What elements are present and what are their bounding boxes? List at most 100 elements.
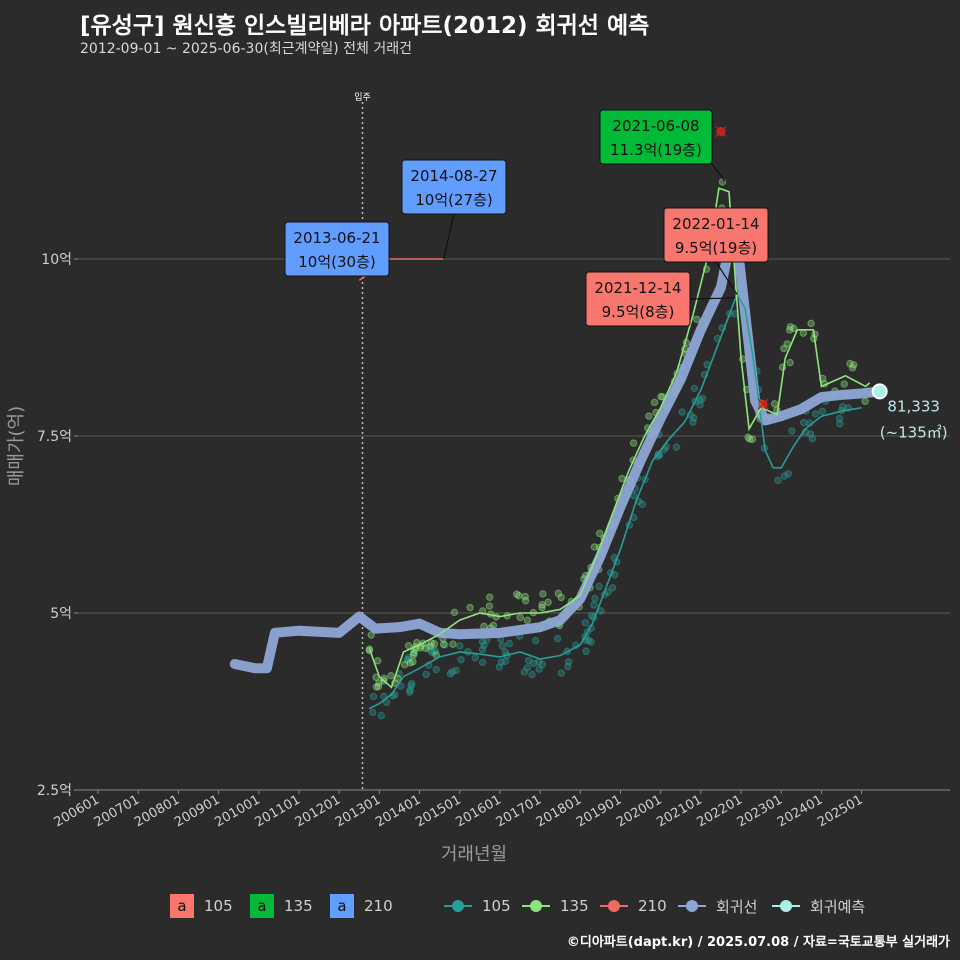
scatter-point-135	[538, 601, 546, 609]
forecast-point	[871, 383, 888, 400]
scatter-point-135	[521, 592, 529, 601]
highlight-mark	[715, 126, 727, 138]
annotation-box	[599, 109, 713, 165]
annotation-value: 10억(27층)	[415, 191, 492, 209]
scatter-point-135	[807, 319, 815, 328]
scatter-point-135	[693, 315, 701, 323]
legend-line-105: 105	[444, 893, 511, 919]
scatter-point-105	[432, 665, 440, 674]
scatter-point-105	[498, 642, 507, 650]
annotation-2013-06-21: 2013-06-21 10억(30층)	[284, 221, 390, 277]
scatter-point-105	[369, 708, 377, 717]
x-tick-label: 201101	[253, 792, 303, 830]
scatter-point-135	[783, 340, 791, 348]
scatter-point-135	[657, 392, 665, 401]
scatter-point-135	[539, 590, 547, 598]
scatter-point-105	[456, 642, 464, 650]
scatter-point-135	[840, 380, 848, 388]
scatter-point-105	[531, 636, 540, 645]
scatter-point-105	[784, 470, 792, 478]
scatter-point-105	[446, 669, 455, 678]
scatter-point-135	[544, 598, 552, 606]
scatter-point-135	[516, 613, 524, 622]
annotation-value: 9.5억(19층)	[675, 239, 757, 257]
scatter-point-105	[479, 658, 487, 667]
scatter-point-105	[835, 414, 844, 423]
x-axis-title: 거래년월	[441, 844, 507, 865]
annotation-leader	[711, 163, 726, 182]
scatter-point-135	[645, 412, 653, 420]
x-tick-label: 202401	[775, 792, 825, 830]
legend-box-135: a 135	[250, 893, 313, 919]
scatter-point-135	[374, 657, 382, 665]
scatter-point-135	[718, 178, 727, 186]
legend: a 105 a 135 a 210 105 135 210 회귀선 회귀예측	[0, 893, 960, 919]
scatter-point-105	[638, 500, 647, 509]
scatter-point-135	[629, 439, 638, 447]
scatter-point-135	[786, 326, 794, 334]
scatter-point-105	[553, 634, 562, 643]
legend-line-regression: 회귀선	[678, 893, 757, 919]
scatter-point-135	[799, 329, 808, 337]
scatter-point-135	[512, 590, 521, 598]
scatter-point-135	[387, 672, 395, 680]
scatter-point-135	[450, 608, 459, 617]
scatter-point-135	[485, 602, 494, 610]
scatter-point-105	[528, 670, 536, 679]
x-tick-label: 201401	[373, 792, 423, 830]
legend-line-135-key	[522, 894, 550, 918]
scatter-point-105	[672, 443, 681, 451]
annotation-leader	[715, 261, 738, 295]
scatter-point-105	[581, 619, 590, 627]
scatter-point-105	[678, 408, 686, 416]
annotation-date: 2021-06-08	[612, 117, 699, 135]
scatter-point-105	[523, 664, 532, 672]
annotation-date: 2021-12-14	[594, 279, 681, 297]
y-tick-label: 7.5억	[37, 429, 72, 445]
scatter-point-105	[836, 420, 844, 428]
scatter-point-135	[595, 529, 604, 538]
source-caption: ©디아파트(dapt.kr) / 2025.07.08 / 자료=국토교통부 실…	[566, 935, 950, 950]
scatter-point-135	[790, 324, 798, 333]
scatter-point-105	[382, 698, 391, 707]
legend-line-210: 210	[600, 893, 667, 919]
scatter-point-105	[595, 582, 603, 591]
scatter-point-105	[529, 659, 538, 667]
x-tick-label: 201701	[494, 792, 544, 830]
scatter-point-135	[449, 640, 457, 648]
x-tick-label: 201301	[333, 792, 383, 830]
scatter-point-135	[557, 593, 565, 602]
legend-box-210-label: 210	[364, 897, 393, 915]
scatter-point-105	[408, 679, 416, 688]
scatter-point-105	[535, 665, 543, 673]
scatter-point-105	[480, 641, 488, 649]
annotation-box	[401, 159, 507, 215]
forecast-area-label: (~135㎡)	[880, 423, 948, 441]
scatter-point-105	[422, 670, 430, 679]
y-tick-label: 2.5억	[37, 783, 72, 799]
regression-line	[229, 232, 879, 674]
scatter-point-105	[608, 584, 617, 592]
scatter-point-135	[650, 398, 659, 407]
legend-box-105-label: 105	[204, 897, 233, 915]
annotation-box	[284, 221, 390, 277]
scatter-point-105	[689, 414, 698, 422]
scatter-point-105	[557, 669, 566, 677]
x-tick-label: 202301	[735, 792, 785, 830]
scatter-point-105	[471, 654, 479, 662]
legend-line-135-label: 135	[560, 897, 589, 915]
scatter-point-105	[464, 648, 472, 656]
scatter-105	[369, 282, 852, 720]
annotation-value: 10억(30층)	[298, 253, 375, 271]
annotation-leader	[443, 213, 455, 260]
legend-line-regression-key	[678, 894, 706, 918]
scatter-point-105	[369, 692, 378, 701]
scatter-point-135	[400, 660, 409, 669]
x-tick-label: 202001	[614, 792, 664, 830]
x-tick-label: 201501	[413, 792, 463, 830]
scatter-point-135	[861, 397, 869, 405]
legend-box-135-key: a	[250, 894, 274, 918]
legend-box-105-key: a	[170, 894, 194, 918]
scatter-point-135	[372, 683, 381, 691]
